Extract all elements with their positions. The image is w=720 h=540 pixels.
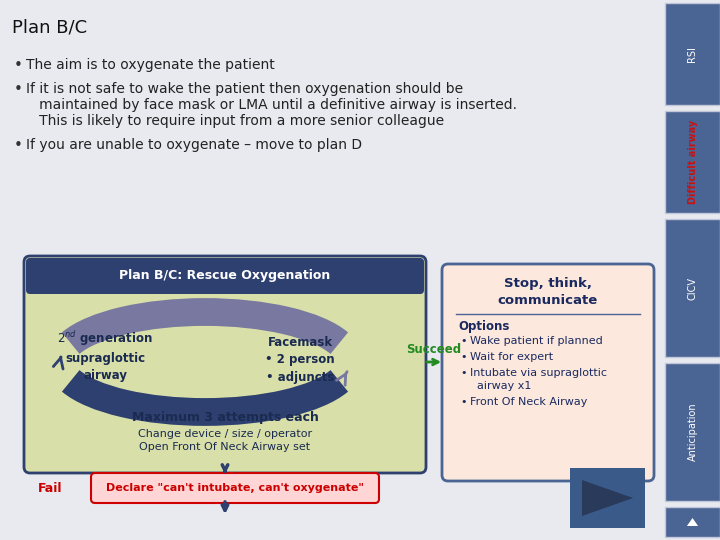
Text: The aim is to oxygenate the patient: The aim is to oxygenate the patient xyxy=(26,58,275,72)
Text: Difficult airway: Difficult airway xyxy=(688,120,698,204)
Text: •: • xyxy=(14,82,23,97)
Text: •: • xyxy=(460,352,467,362)
Bar xyxy=(665,363,720,501)
Polygon shape xyxy=(582,480,633,516)
Text: Wake patient if planned: Wake patient if planned xyxy=(470,336,603,346)
Bar xyxy=(665,111,720,213)
Text: Plan B/C: Rescue Oxygenation: Plan B/C: Rescue Oxygenation xyxy=(120,269,330,282)
Polygon shape xyxy=(687,518,698,526)
Text: Front Of Neck Airway: Front Of Neck Airway xyxy=(470,397,588,407)
Text: •: • xyxy=(460,368,467,378)
Text: Facemask
• 2 person
• adjuncts: Facemask • 2 person • adjuncts xyxy=(265,336,335,383)
Text: RSI: RSI xyxy=(688,46,698,62)
FancyBboxPatch shape xyxy=(442,264,654,481)
Text: Declare "can't intubate, can't oxygenate": Declare "can't intubate, can't oxygenate… xyxy=(106,483,364,493)
Text: •: • xyxy=(14,138,23,153)
Text: Intubate via supraglottic: Intubate via supraglottic xyxy=(470,368,607,378)
Bar xyxy=(30,276,420,290)
Bar xyxy=(570,468,645,528)
Text: If it is not safe to wake the patient then oxygenation should be: If it is not safe to wake the patient th… xyxy=(26,82,463,96)
Text: Options: Options xyxy=(458,320,509,333)
Text: •: • xyxy=(14,58,23,73)
Text: •: • xyxy=(460,397,467,407)
Text: CICV: CICV xyxy=(688,276,698,300)
Bar xyxy=(665,3,720,105)
Bar xyxy=(665,507,720,537)
Text: If you are unable to oxygenate – move to plan D: If you are unable to oxygenate – move to… xyxy=(26,138,362,152)
Text: Open Front Of Neck Airway set: Open Front Of Neck Airway set xyxy=(140,442,310,452)
Text: This is likely to require input from a more senior colleague: This is likely to require input from a m… xyxy=(26,114,444,128)
FancyBboxPatch shape xyxy=(26,258,424,294)
Text: maintained by face mask or LMA until a definitive airway is inserted.: maintained by face mask or LMA until a d… xyxy=(26,98,517,112)
Text: Maximum 3 attempts each: Maximum 3 attempts each xyxy=(132,411,318,424)
FancyBboxPatch shape xyxy=(24,256,426,473)
Text: Fail: Fail xyxy=(38,482,63,495)
Text: Plan B/C: Plan B/C xyxy=(12,18,87,36)
Text: $2^{nd}$ generation
supraglottic
airway: $2^{nd}$ generation supraglottic airway xyxy=(57,329,153,382)
Text: Change device / size / operator: Change device / size / operator xyxy=(138,429,312,439)
Text: •: • xyxy=(460,336,467,346)
Text: Stop, think,
communicate: Stop, think, communicate xyxy=(498,278,598,307)
FancyBboxPatch shape xyxy=(91,473,379,503)
Text: Wait for expert: Wait for expert xyxy=(470,352,553,362)
Text: Anticipation: Anticipation xyxy=(688,403,698,461)
Bar xyxy=(665,219,720,357)
Text: Succeed: Succeed xyxy=(406,343,462,356)
Text: airway x1: airway x1 xyxy=(470,381,531,391)
